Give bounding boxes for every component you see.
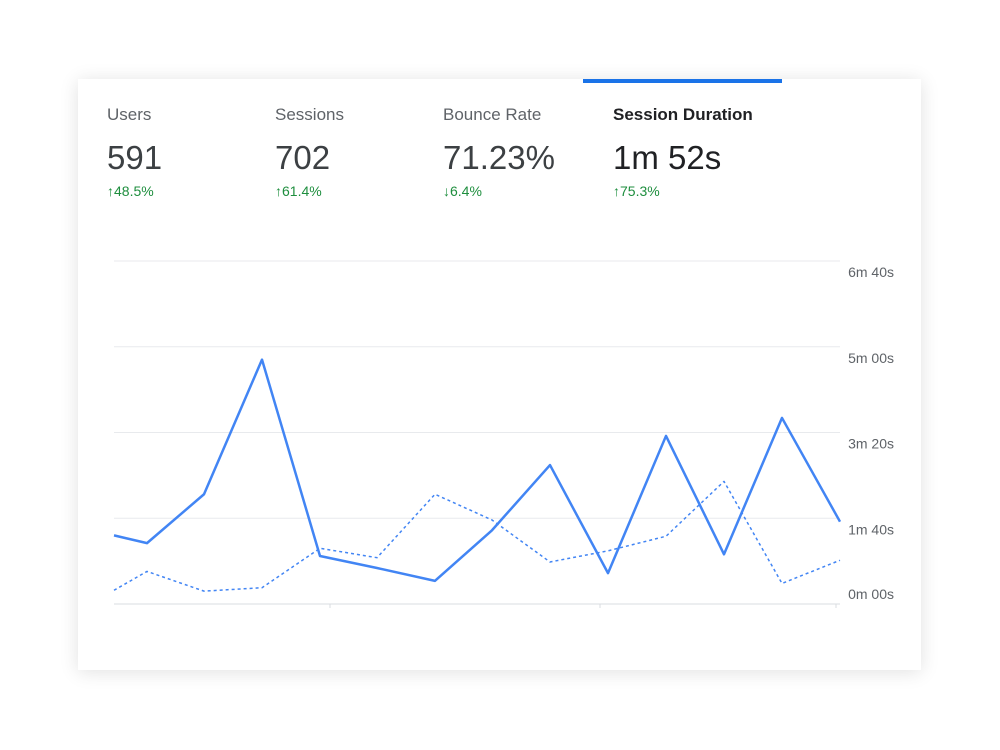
tab-session-duration[interactable]: Session Duration 1m 52s ↑75.3% (584, 79, 784, 209)
y-tick-label: 0m 00s (848, 586, 894, 602)
active-tab-indicator (583, 79, 782, 83)
tab-users[interactable]: Users 591 ↑48.5% (78, 79, 248, 209)
arrow-up-icon: ↑ (613, 183, 620, 199)
tab-value: 702 (275, 139, 331, 176)
arrow-down-icon: ↓ (443, 183, 450, 199)
series-line-current (113, 358, 842, 583)
arrow-up-icon: ↑ (275, 183, 282, 199)
arrow-up-icon: ↑ (107, 183, 114, 199)
y-tick-label: 6m 40s (848, 264, 894, 280)
y-tick-label: 3m 20s (848, 436, 894, 452)
tab-label: Users (107, 105, 152, 124)
tab-bounce-rate[interactable]: Bounce Rate 71.23% ↓6.4% (414, 79, 584, 209)
tab-delta: ↑48.5% (107, 183, 154, 199)
tab-sessions[interactable]: Sessions 702 ↑61.4% (246, 79, 416, 209)
tab-label: Sessions (275, 105, 344, 124)
y-tick-label: 1m 40s (848, 521, 894, 537)
series-line-previous (113, 480, 841, 592)
analytics-card: Users 591 ↑48.5% Sessions 702 ↑61.4% Bou… (78, 79, 921, 670)
tab-delta: ↑75.3% (613, 183, 660, 199)
tab-value: 71.23% (443, 139, 555, 176)
tab-value: 591 (107, 139, 163, 176)
tab-value: 1m 52s (613, 139, 722, 176)
tab-label: Bounce Rate (443, 105, 542, 124)
tab-label: Session Duration (613, 105, 753, 124)
tab-delta: ↓6.4% (443, 183, 482, 199)
y-tick-label: 5m 00s (848, 350, 894, 366)
tab-delta: ↑61.4% (275, 183, 322, 199)
